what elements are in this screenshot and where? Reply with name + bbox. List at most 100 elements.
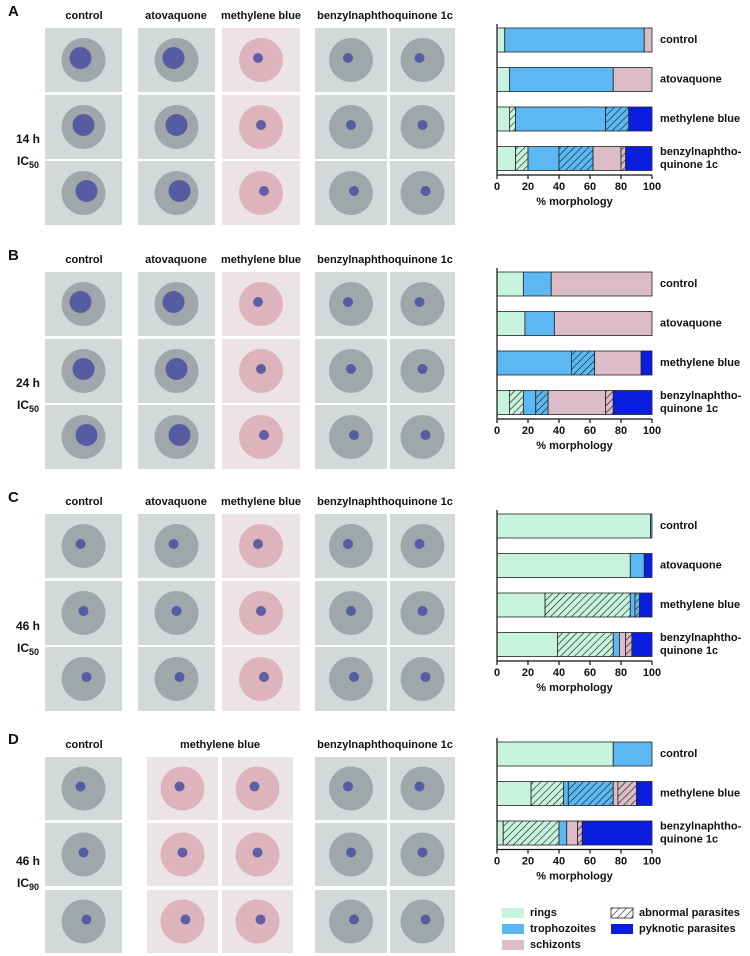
ic-subscript: 50: [29, 160, 39, 170]
column-header: benzylnaphthoquinone 1c: [317, 739, 453, 751]
parasite: [81, 672, 92, 682]
legend-swatch: [610, 907, 634, 919]
x-tick-label: 0: [494, 425, 500, 437]
ic-subscript: 50: [29, 647, 39, 657]
category-label: methylene blue: [660, 357, 740, 369]
bar-segment: [563, 781, 569, 806]
ic-subscript: 50: [29, 404, 39, 414]
x-tick-label: 60: [584, 667, 596, 679]
bar-segment: [496, 67, 510, 92]
parasite: [81, 914, 92, 925]
bar-segment: [612, 390, 653, 415]
parasite: [253, 53, 263, 63]
category-label: atovaquone: [660, 73, 722, 85]
category-label: quinone 1c: [660, 159, 718, 171]
bar-segment: [496, 27, 506, 53]
column-header: control: [65, 496, 102, 508]
bar-segment: [496, 271, 524, 297]
bar-segment: [636, 781, 653, 806]
bar-segment: [496, 632, 558, 657]
parasite: [75, 180, 98, 202]
parasite: [349, 672, 359, 682]
time-label: 46 h: [16, 854, 40, 868]
bar-segment: [496, 741, 614, 767]
bar-segment: [496, 513, 651, 539]
parasite: [168, 539, 179, 549]
legend-label: schizonts: [530, 939, 581, 951]
parasite: [165, 114, 188, 136]
legend-swatch: [502, 924, 524, 934]
x-tick-label: 80: [615, 855, 627, 867]
parasite: [346, 364, 356, 374]
x-tick-label: 100: [643, 181, 661, 193]
parasite: [414, 539, 425, 549]
bar-segment: [567, 781, 614, 806]
parasite: [256, 120, 266, 130]
category-label: atovaquone: [660, 559, 722, 571]
category-label: benzylnaphtho-: [660, 390, 742, 402]
bar-segment: [612, 632, 620, 657]
parasite: [420, 914, 431, 925]
bar-segment: [522, 390, 537, 415]
bar-segment: [515, 146, 529, 171]
parasite: [420, 430, 431, 440]
legend-swatch: [502, 908, 524, 918]
parasite: [168, 180, 191, 202]
bar-segment: [547, 390, 606, 415]
x-tick-label: 60: [584, 181, 596, 193]
parasite: [165, 358, 188, 380]
panel-label: D: [8, 731, 19, 748]
bar-segment: [496, 350, 572, 376]
column-header: control: [65, 254, 102, 266]
legend-label: abnormal parasites: [639, 907, 740, 919]
x-tick-label: 40: [553, 667, 565, 679]
category-label: control: [660, 34, 697, 46]
ic-label: IC50: [17, 154, 39, 170]
bar-segment: [558, 820, 568, 846]
ic-text: IC: [17, 154, 29, 168]
legend-label: pyknotic parasites: [639, 923, 736, 935]
parasite: [72, 114, 95, 136]
parasite: [253, 297, 263, 307]
category-label: methylene blue: [660, 787, 740, 799]
bar-segment: [496, 311, 526, 336]
category-label: control: [660, 520, 697, 532]
parasite: [414, 781, 425, 792]
parasite: [252, 847, 263, 858]
bar-segment: [553, 311, 653, 336]
parasite: [256, 364, 266, 374]
parasite: [346, 120, 356, 130]
bar-segment: [571, 350, 596, 376]
bar-segment: [530, 781, 565, 806]
parasite: [253, 539, 263, 549]
x-tick-label: 40: [553, 181, 565, 193]
column-header: benzylnaphthoquinone 1c: [317, 254, 453, 266]
parasite: [343, 781, 353, 792]
parasite: [417, 847, 428, 858]
x-axis-label: % morphology: [536, 870, 613, 882]
bar-segment: [605, 390, 614, 415]
category-label: quinone 1c: [660, 645, 718, 657]
bar-segment: [496, 106, 510, 132]
parasite: [256, 606, 266, 616]
ic-subscript: 90: [29, 882, 39, 892]
x-axis-label: % morphology: [536, 682, 613, 694]
parasite: [75, 781, 86, 792]
bar-segment: [508, 390, 524, 415]
parasite: [349, 914, 359, 925]
x-tick-label: 20: [522, 425, 534, 437]
x-tick-label: 100: [643, 425, 661, 437]
bar-segment: [650, 513, 653, 539]
parasite: [346, 847, 356, 858]
panel-label: C: [8, 489, 19, 506]
panel-label: A: [8, 3, 19, 20]
parasite: [69, 47, 92, 69]
bar-segment: [535, 390, 549, 415]
bar-segment: [619, 632, 627, 657]
bar-segment: [527, 146, 560, 171]
x-tick-label: 0: [494, 855, 500, 867]
parasite: [174, 672, 185, 682]
x-tick-label: 20: [522, 181, 534, 193]
x-tick-label: 0: [494, 181, 500, 193]
bar-segment: [557, 632, 614, 657]
